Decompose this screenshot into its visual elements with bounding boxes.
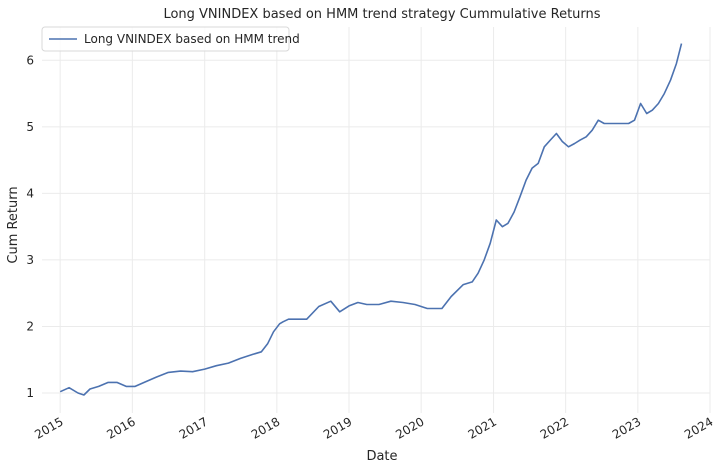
x-tick-label: 2021: [466, 414, 499, 441]
y-tick-label: 3: [26, 253, 34, 267]
y-axis-title: Cum Return: [6, 186, 21, 263]
x-tick-label: 2020: [393, 414, 426, 441]
legend: Long VNINDEX based on HMM trend: [41, 26, 300, 52]
series-layer: [59, 43, 683, 396]
y-tick-label: 5: [26, 120, 34, 134]
y-tick-label: 1: [26, 386, 34, 400]
legend-label: Long VNINDEX based on HMM trend: [84, 32, 300, 46]
y-tick-label: 6: [26, 53, 34, 67]
x-tick-label: 2018: [249, 414, 282, 441]
tick-labels: 1 2 3 4 5 6 2015 2016 2017 2018 2019 2020 2021 2022 20…: [26, 53, 715, 442]
grid: [42, 27, 711, 413]
x-tick-label: 2023: [610, 414, 643, 441]
x-tick-label: 2017: [177, 414, 210, 441]
chart-title: Long VNINDEX based on HMM trend strategy…: [163, 7, 600, 22]
series-line: [59, 43, 683, 396]
y-tick-label: 4: [26, 186, 34, 200]
x-tick-label: 2024: [682, 414, 715, 441]
x-tick-label: 2015: [32, 414, 65, 441]
x-tick-label: 2016: [104, 414, 137, 441]
x-axis-title: Date: [366, 449, 397, 464]
legend-box: [41, 26, 290, 52]
x-tick-label: 2019: [321, 414, 354, 441]
x-tick-label: 2022: [538, 414, 571, 441]
y-tick-label: 2: [26, 319, 34, 333]
